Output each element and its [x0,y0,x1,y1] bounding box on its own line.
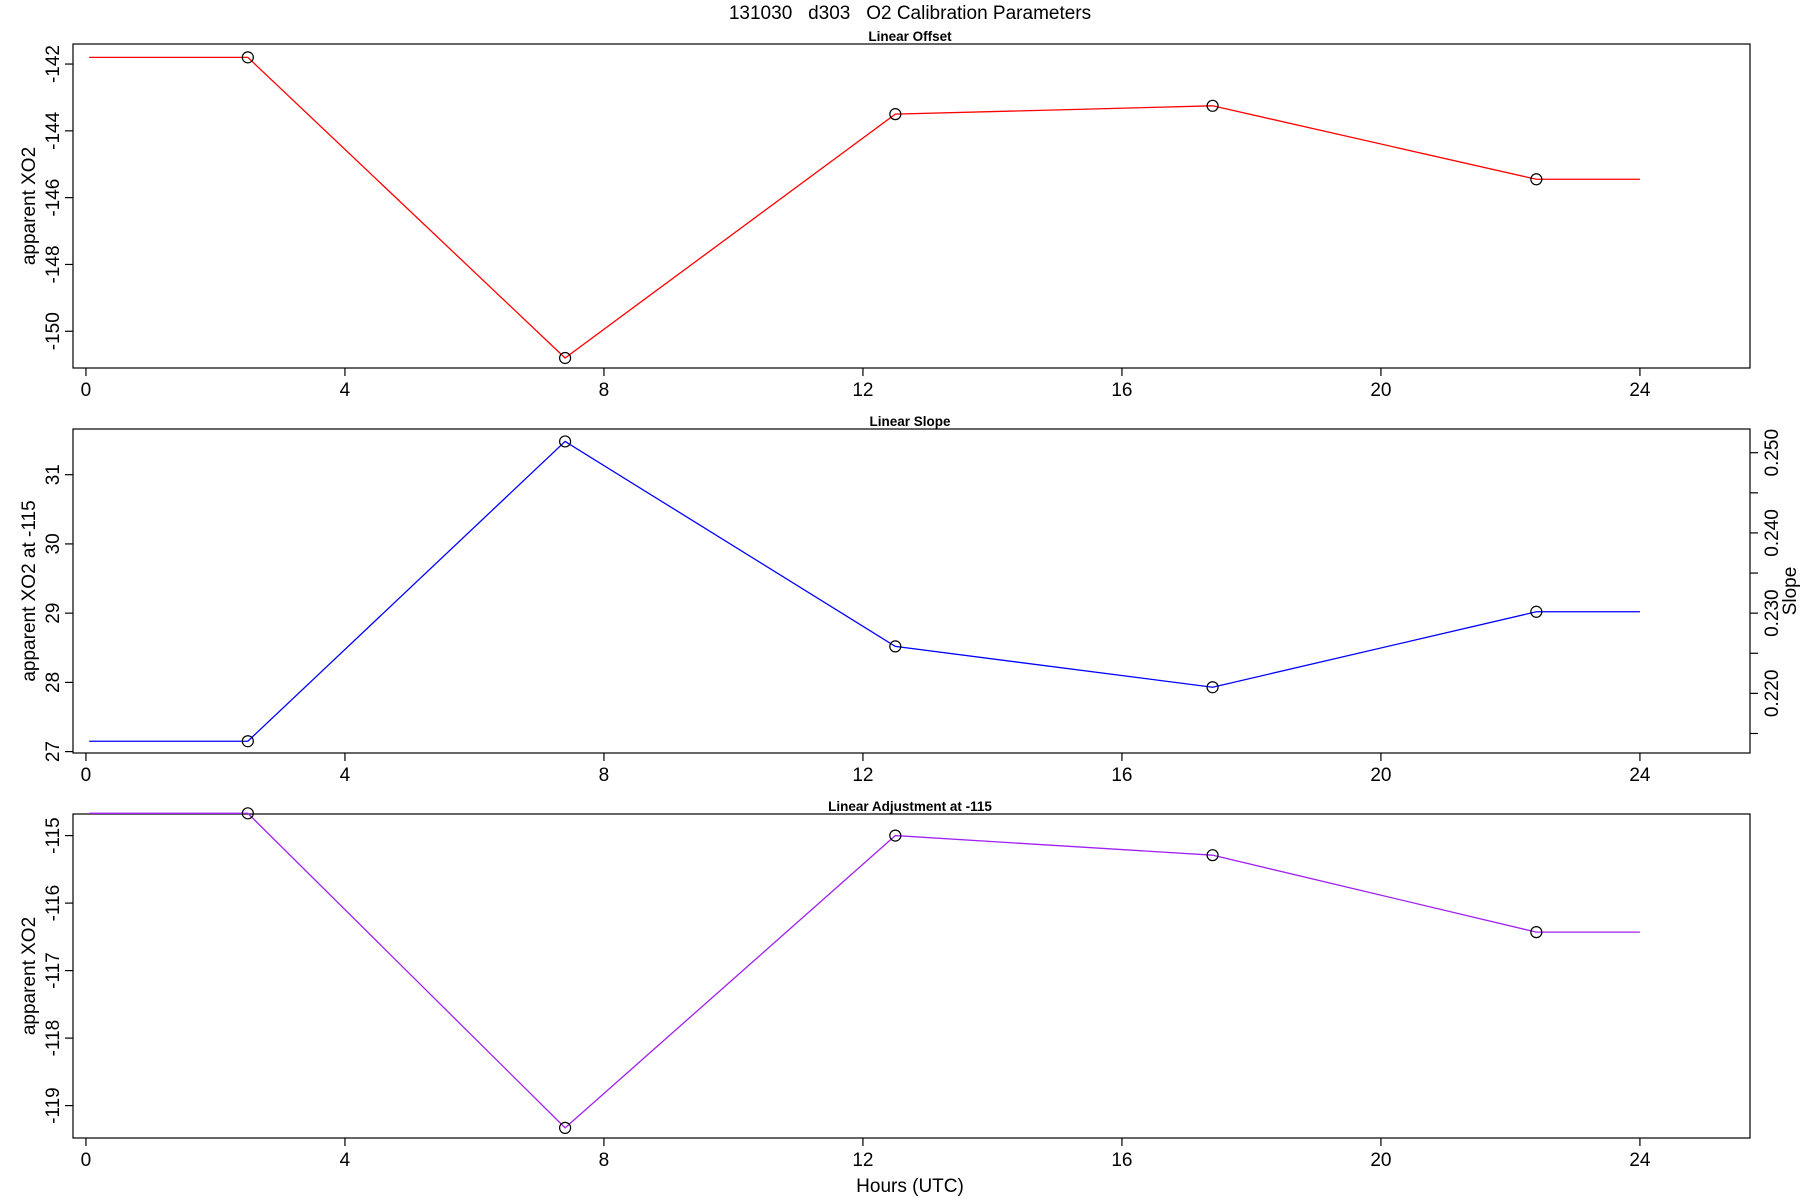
y-tick-label-offset-2: -146 [43,179,64,217]
x-tick-label-slope-3: 12 [852,765,873,786]
panel-slope: Linear Slope 0 4 8 12 16 20 24 27 28 29 30 31apparen… [19,414,1800,786]
x-tick-label-slope-6: 24 [1629,765,1651,786]
y2-tick-label-2: 0.240 [1762,509,1783,557]
panel-adjustment: Linear Adjustment at -115 0 4 8 12 16 20 24 -115… [19,799,1751,1171]
x-tick-label-adjustment-5: 20 [1370,1150,1391,1171]
y-tick-label-adjustment-3: -118 [43,1020,64,1057]
y-tick-label-adjustment-4: -119 [43,1087,64,1124]
data-point-offset-4 [1530,173,1543,186]
y-tick-label-adjustment-1: -116 [43,885,64,922]
data-point-adjustment-3 [1206,849,1219,862]
y-tick-label-slope-1: 28 [43,672,64,693]
panel-title-offset: Linear Offset [868,29,952,44]
y2-tick-label-0: 0.220 [1762,670,1783,718]
x-tick-label-offset-3: 12 [852,380,873,401]
data-point-adjustment-1 [558,1121,572,1134]
panel-title-adjustment: Linear Adjustment at -115 [828,799,992,814]
x-tick-label-offset-5: 20 [1370,380,1391,401]
y-tick-label-slope-3: 30 [43,533,64,554]
data-point-slope-3 [1206,681,1219,694]
data-point-adjustment-4 [1530,926,1543,939]
data-point-offset-2 [889,108,902,121]
series-line-adjustment-0 [89,812,1640,1129]
y-tick-label-slope-0: 27 [43,741,64,762]
series-line-offset-0 [89,56,1640,359]
x-tick-label-slope-1: 4 [340,765,351,786]
panel-offset: Linear Offset 0 4 8 12 16 20 24 -142 -144 -146 -148… [19,29,1751,401]
y2-tick-label-3: 0.250 [1762,429,1783,477]
y-axis-title-slope: apparent XO2 at -115 [19,500,40,681]
y-tick-label-offset-4: -150 [43,312,64,350]
x-tick-label-adjustment-3: 12 [852,1150,873,1171]
x-tick-label-offset-6: 24 [1629,380,1651,401]
y-tick-label-slope-2: 29 [43,603,64,624]
x-tick-label-slope-0: 0 [81,765,92,786]
y2-axis-title: Slope [1780,567,1800,616]
panel-title-slope: Linear Slope [869,414,951,429]
y-axis-title-offset: apparent XO2 [19,147,40,265]
y-tick-label-offset-3: -148 [43,245,64,283]
data-point-offset-1 [558,351,572,365]
x-tick-label-offset-2: 8 [599,380,610,401]
series-line-slope-0 [89,440,1640,742]
y-tick-label-offset-0: -142 [43,45,64,83]
y-tick-label-offset-1: -144 [43,111,64,149]
x-tick-label-adjustment-6: 24 [1629,1150,1651,1171]
x-tick-label-slope-4: 16 [1111,765,1132,786]
y-tick-label-slope-4: 31 [43,464,64,485]
y2-tick-label-1: 0.230 [1762,589,1783,637]
plot-frame-offset [72,43,1751,369]
x-tick-label-slope-5: 20 [1370,765,1391,786]
x-tick-label-adjustment-0: 0 [81,1150,92,1171]
x-tick-label-adjustment-4: 16 [1111,1150,1132,1171]
y-tick-label-adjustment-2: -117 [43,952,64,989]
x-tick-label-offset-0: 0 [81,380,92,401]
data-point-offset-0 [241,51,254,64]
x-tick-label-slope-2: 8 [599,765,610,786]
data-point-slope-2 [889,640,902,653]
data-point-slope-4 [1530,605,1543,618]
x-axis-title: Hours (UTC) [856,1176,964,1197]
main-title: 131030 d303 O2 Calibration Parameters [729,3,1091,24]
y-axis-title-adjustment: apparent XO2 [19,917,40,1035]
x-tick-label-adjustment-1: 4 [340,1150,351,1171]
data-point-slope-1 [558,435,572,448]
y-tick-label-adjustment-0: -115 [43,817,64,854]
x-tick-label-offset-4: 16 [1111,380,1132,401]
data-point-adjustment-2 [889,829,902,842]
data-point-adjustment-0 [241,807,254,820]
data-point-offset-3 [1206,99,1219,112]
data-point-slope-0 [241,735,254,748]
plot-frame-adjustment [72,813,1751,1139]
x-tick-label-offset-1: 4 [340,380,351,401]
plot-frame-slope [72,428,1751,754]
x-tick-label-adjustment-2: 8 [599,1150,610,1171]
